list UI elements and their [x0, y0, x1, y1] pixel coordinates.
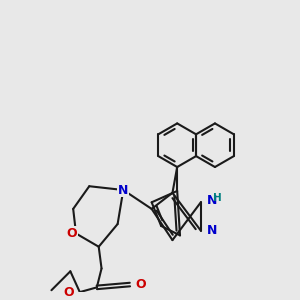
- Text: N: N: [207, 194, 218, 207]
- Text: N: N: [207, 224, 218, 237]
- Text: H: H: [213, 193, 222, 203]
- Text: O: O: [64, 286, 74, 298]
- Text: N: N: [118, 184, 128, 196]
- Text: O: O: [135, 278, 146, 291]
- Text: O: O: [67, 227, 77, 240]
